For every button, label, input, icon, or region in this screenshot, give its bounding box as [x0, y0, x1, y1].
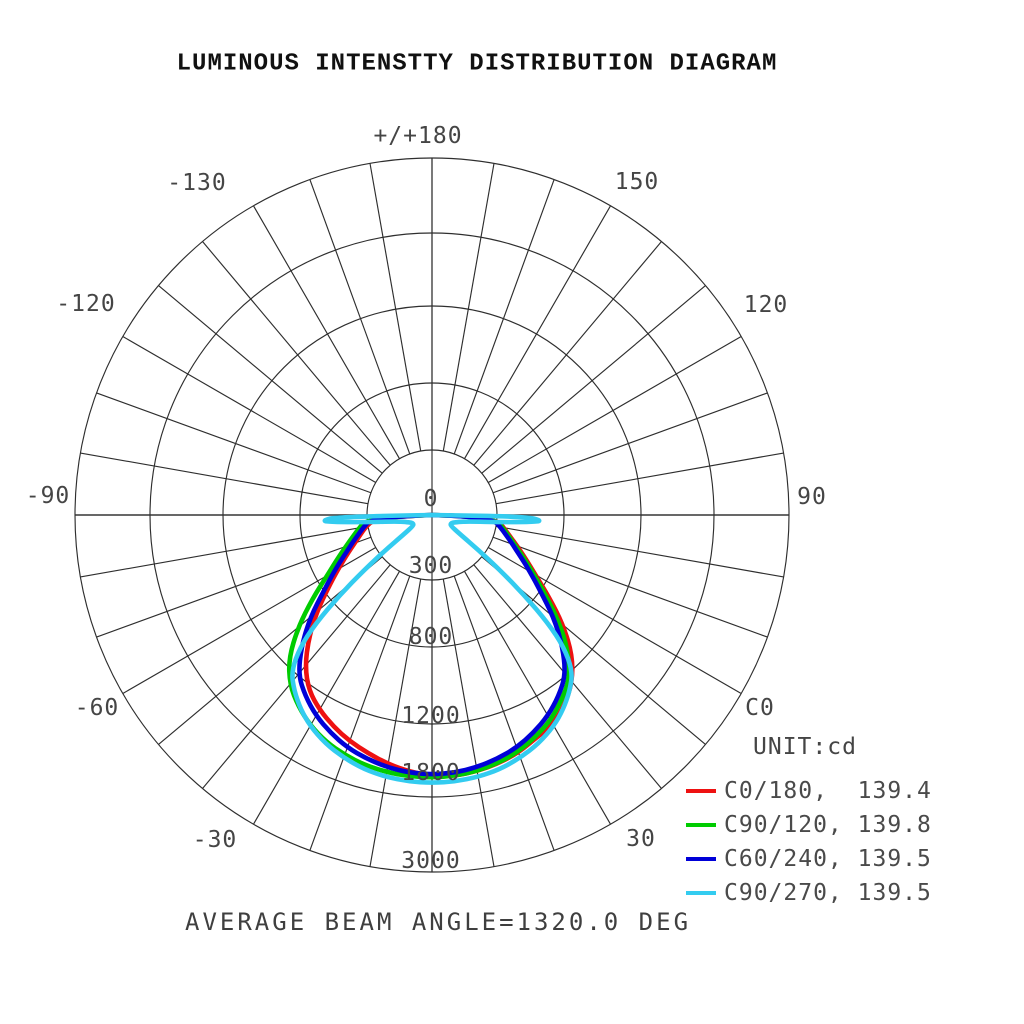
r-tick-label-1800: 1800: [401, 760, 461, 786]
grid-spoke: [492, 536, 768, 638]
legend-swatch: [686, 857, 716, 861]
diagram-title: LUMINOUS INTENSTTY DISTRIBUTION DIAGRAM: [176, 50, 778, 78]
grid-spoke: [80, 452, 369, 505]
grid-spoke: [80, 525, 369, 578]
grid-spoke: [453, 575, 555, 851]
legend-entry: C90/270, 139.5: [686, 878, 932, 908]
legend-entry-label: C90/270, 139.5: [724, 880, 932, 906]
legend-entry: C90/120, 139.8: [686, 810, 932, 840]
legend-entry: C0/180, 139.4: [686, 776, 932, 806]
curve-C90-270: [290, 512, 574, 785]
legend-entry: C60/240, 139.5: [686, 844, 932, 874]
grid-spoke: [253, 571, 400, 825]
grid-spoke: [309, 575, 411, 851]
angle-label--130: -130: [167, 170, 227, 196]
angle-label--90: -90: [25, 483, 71, 509]
grid-spoke: [495, 525, 784, 578]
grid-spoke: [202, 241, 391, 466]
grid-spoke: [453, 179, 555, 455]
average-beam-angle-text: AVERAGE BEAM ANGLE=1320.0 DEG: [185, 908, 692, 936]
grid-spoke: [158, 285, 383, 474]
grid-spoke: [464, 205, 611, 459]
angle-label-++180: +/+180: [373, 123, 463, 149]
r-tick-label-0: 0: [423, 486, 439, 512]
r-tick-label-300: 300: [408, 553, 454, 579]
grid-spoke: [473, 241, 662, 466]
grid-spoke: [309, 179, 411, 455]
grid-spoke: [495, 452, 784, 505]
r-tick-label-3000: 3000: [401, 848, 461, 874]
grid-spoke: [122, 336, 376, 483]
grid-spoke: [253, 205, 400, 459]
legend-swatch: [686, 891, 716, 895]
grid-spoke: [369, 578, 422, 867]
legend-swatch: [686, 823, 716, 827]
grid-spoke: [442, 578, 495, 867]
grid-spoke: [481, 285, 706, 474]
grid-spoke: [96, 536, 372, 638]
unit-label: UNIT:cd: [753, 734, 857, 760]
grid-spoke: [464, 571, 611, 825]
legend-swatch: [686, 789, 716, 793]
grid-spoke: [488, 336, 742, 483]
grid-spoke: [369, 163, 422, 452]
grid-spoke: [492, 392, 768, 494]
r-tick-label-800: 800: [408, 624, 454, 650]
grid-spoke: [202, 564, 391, 789]
angle-label--30: -30: [192, 827, 238, 853]
r-tick-label-1200: 1200: [401, 703, 461, 729]
legend-entry-label: C90/120, 139.8: [724, 812, 932, 838]
grid-spoke: [96, 392, 372, 494]
angle-label-150: 150: [614, 169, 660, 195]
curve-C60-240: [297, 512, 567, 777]
legend-entry-label: C0/180, 139.4: [724, 778, 932, 804]
angle-label-90: 90: [797, 484, 827, 510]
angle-label-120: 120: [743, 292, 789, 318]
angle-label--60: -60: [74, 695, 120, 721]
legend-entry-label: C60/240, 139.5: [724, 846, 932, 872]
grid-spoke: [442, 163, 495, 452]
angle-label-30: 30: [626, 826, 656, 852]
angle-label--120: -120: [56, 291, 116, 317]
angle-label-C0: C0: [745, 695, 775, 721]
